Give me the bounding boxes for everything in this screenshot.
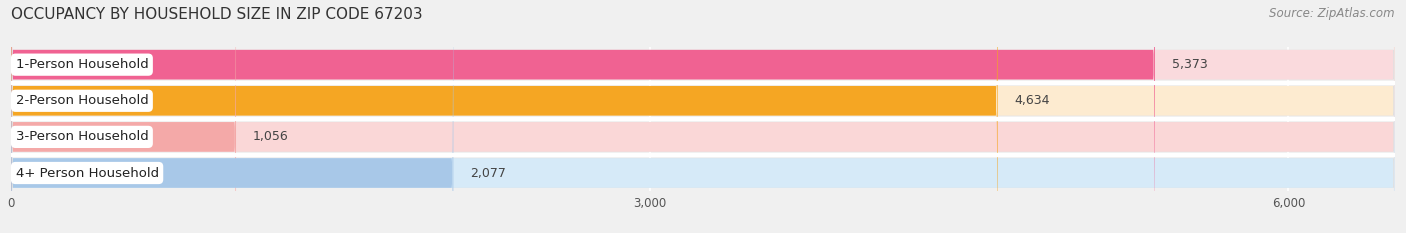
FancyBboxPatch shape — [11, 0, 1395, 233]
Text: 4+ Person Household: 4+ Person Household — [15, 167, 159, 179]
Text: 1-Person Household: 1-Person Household — [15, 58, 148, 71]
Text: Source: ZipAtlas.com: Source: ZipAtlas.com — [1270, 7, 1395, 20]
Text: 2,077: 2,077 — [471, 167, 506, 179]
FancyBboxPatch shape — [11, 0, 236, 233]
Text: 1,056: 1,056 — [253, 130, 288, 143]
Text: OCCUPANCY BY HOUSEHOLD SIZE IN ZIP CODE 67203: OCCUPANCY BY HOUSEHOLD SIZE IN ZIP CODE … — [11, 7, 423, 22]
Text: 4,634: 4,634 — [1015, 94, 1050, 107]
FancyBboxPatch shape — [11, 0, 453, 233]
FancyBboxPatch shape — [11, 0, 998, 233]
Text: 3-Person Household: 3-Person Household — [15, 130, 148, 143]
FancyBboxPatch shape — [11, 0, 1395, 233]
FancyBboxPatch shape — [11, 86, 1395, 116]
Text: 2-Person Household: 2-Person Household — [15, 94, 148, 107]
FancyBboxPatch shape — [11, 158, 1395, 188]
FancyBboxPatch shape — [11, 0, 1395, 233]
FancyBboxPatch shape — [11, 0, 1154, 233]
FancyBboxPatch shape — [11, 0, 1395, 233]
Text: 5,373: 5,373 — [1173, 58, 1208, 71]
FancyBboxPatch shape — [11, 122, 1395, 152]
FancyBboxPatch shape — [11, 50, 1395, 79]
